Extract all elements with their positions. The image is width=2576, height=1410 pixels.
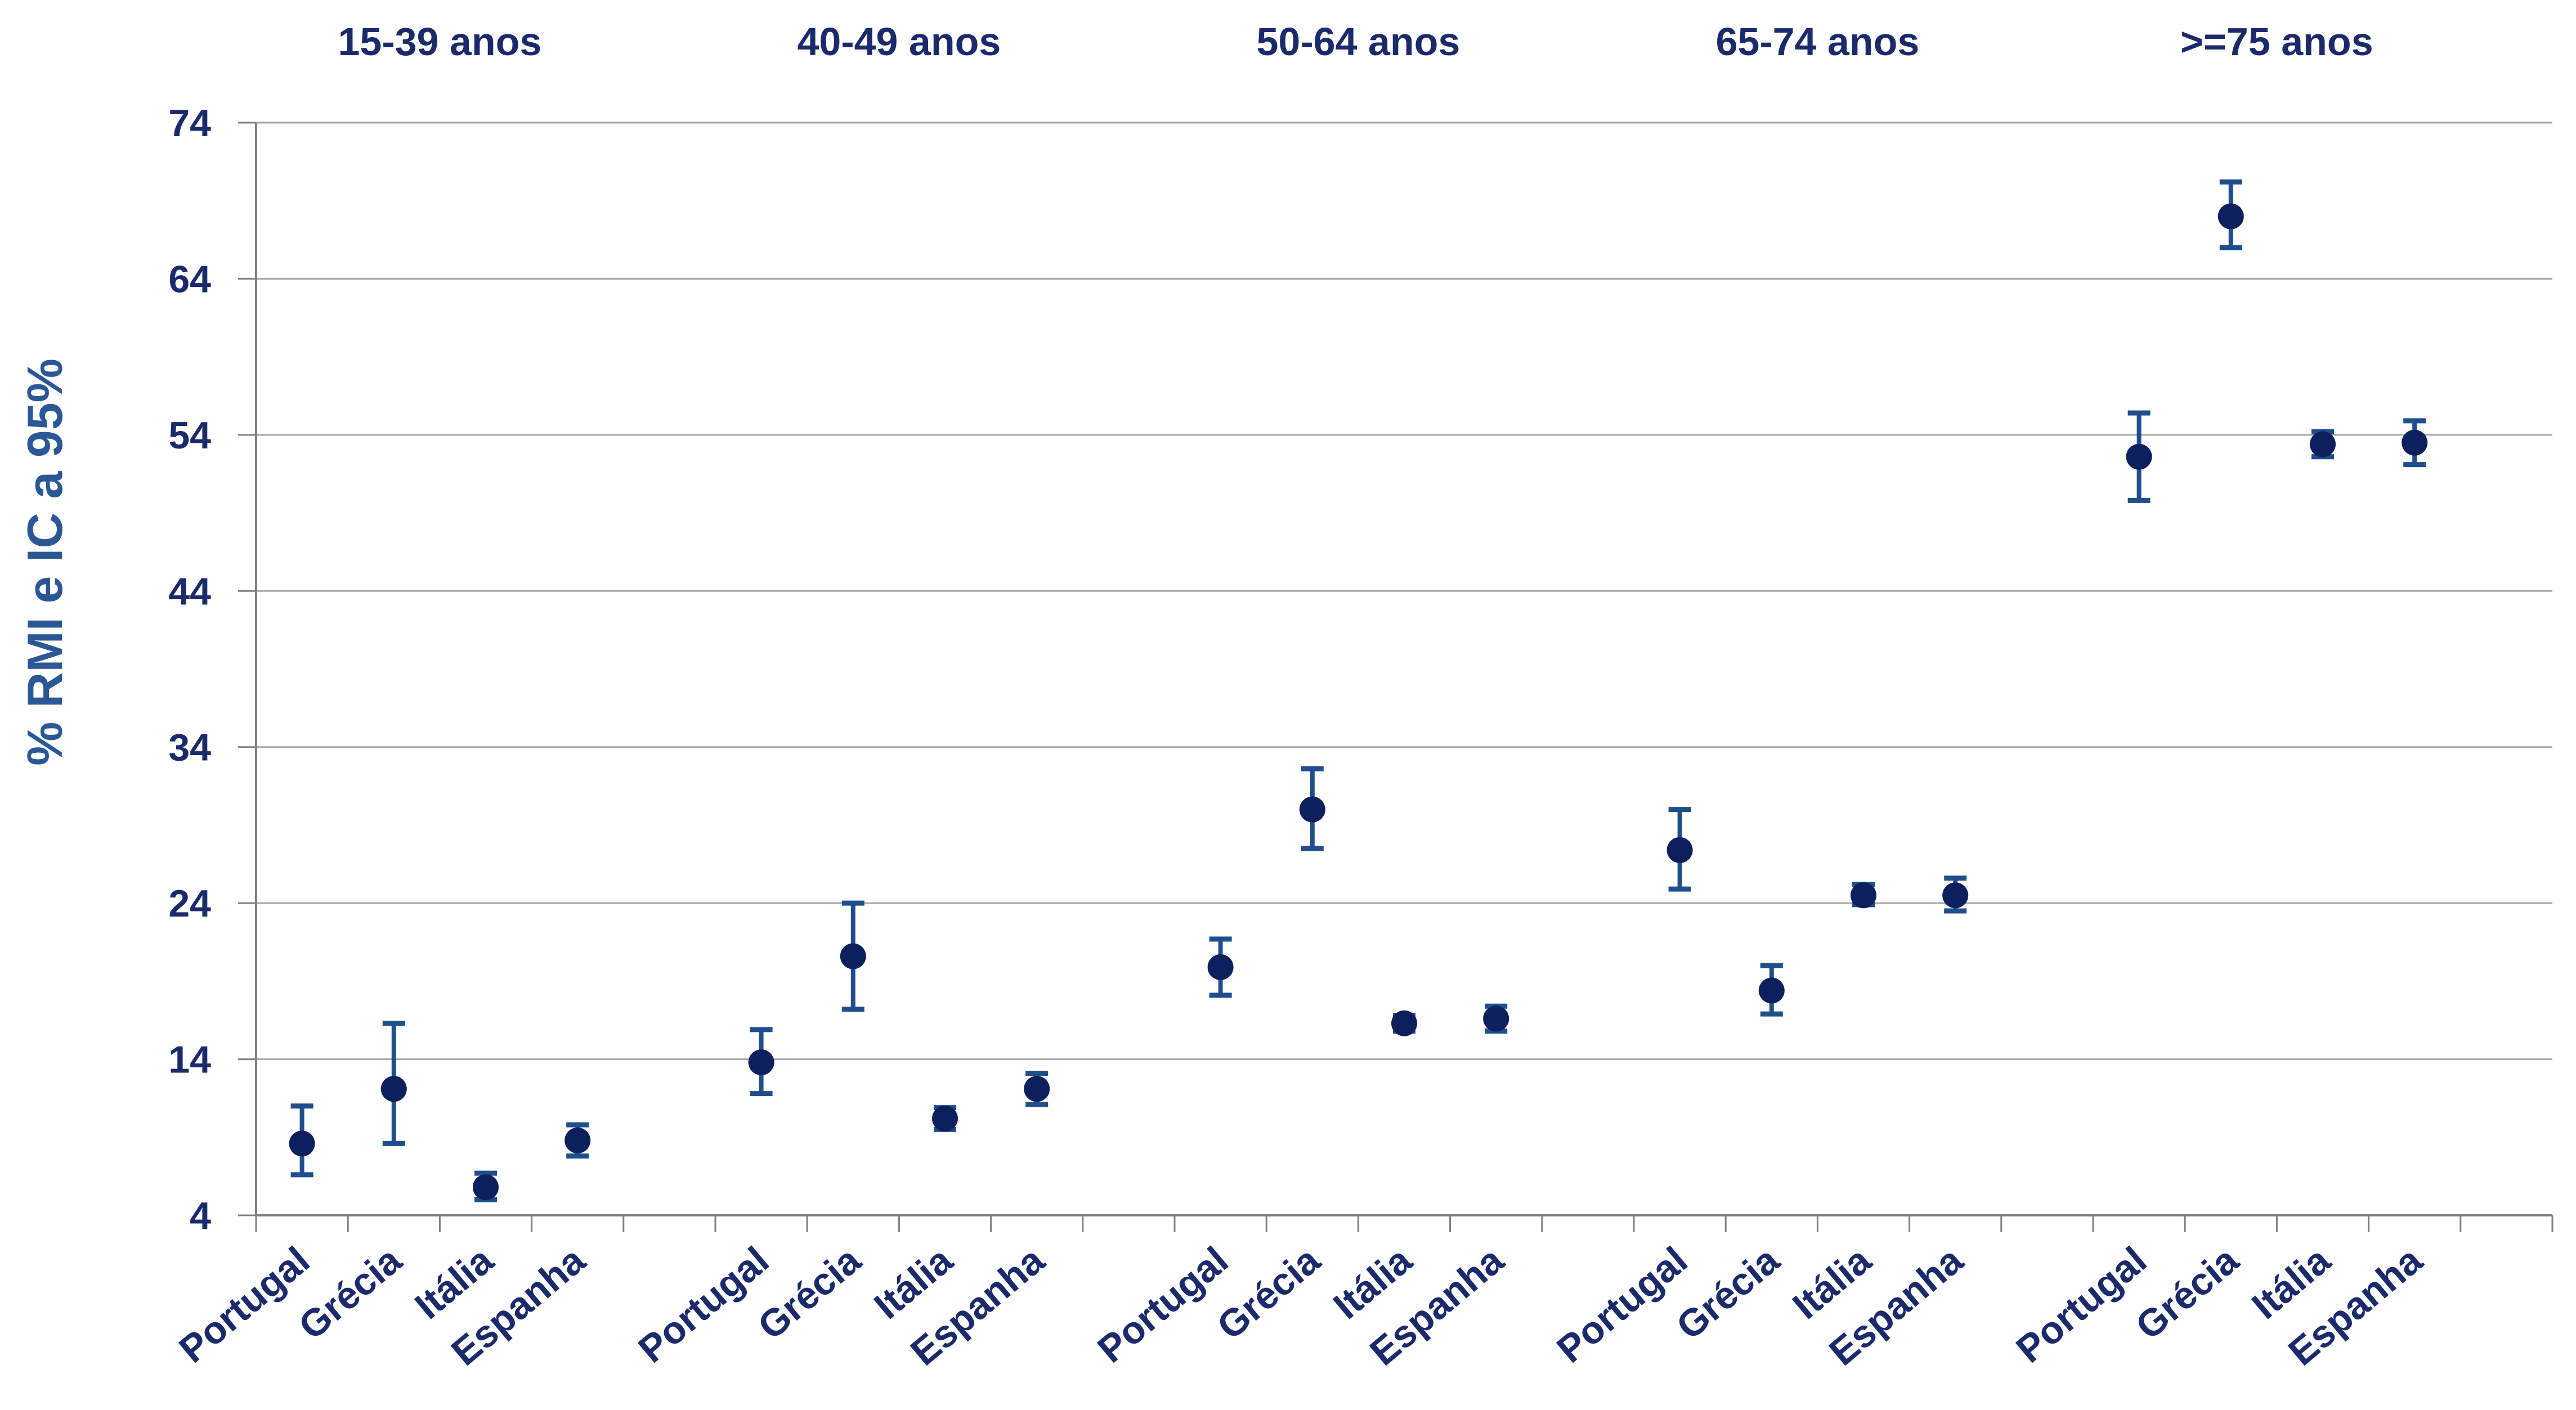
- x-tick-label: Portugal: [2008, 1238, 2154, 1371]
- y-tick-label: 14: [168, 1039, 211, 1081]
- y-tick-labels: 4 14 24 34 44 54 64 74: [168, 102, 211, 1237]
- data-point-group: [565, 1122, 591, 1159]
- data-point-group: [1942, 875, 1969, 914]
- data-point-group: [1483, 1003, 1509, 1034]
- data-point: [1851, 882, 1876, 909]
- data-point: [1299, 796, 1325, 823]
- data-point: [840, 943, 866, 969]
- y-axis-title: % RMI e IC a 95%: [17, 358, 73, 766]
- x-tick-label: Grécia: [1668, 1238, 1787, 1348]
- data-point: [473, 1174, 499, 1201]
- x-tick-label: Grécia: [290, 1238, 410, 1348]
- data-point-group: [932, 1105, 958, 1132]
- data-point: [1666, 837, 1693, 863]
- x-tick-label: Portugal: [1090, 1238, 1236, 1371]
- data-point: [1391, 1010, 1417, 1036]
- axes: [238, 122, 2553, 1232]
- data-point: [565, 1127, 591, 1153]
- data-point-group: [1024, 1071, 1050, 1107]
- data-point-group: [2126, 410, 2152, 503]
- x-tick-label: Grécia: [1209, 1238, 1328, 1348]
- data-point: [748, 1049, 774, 1076]
- data-point: [1483, 1005, 1509, 1032]
- data-point-group: [2217, 179, 2244, 250]
- data-point-group: [1758, 963, 1785, 1017]
- data-point-group: [380, 1021, 407, 1146]
- data-point: [289, 1130, 315, 1157]
- data-series: [289, 179, 2428, 1202]
- data-point-group: [840, 900, 866, 1012]
- y-tick-label: 74: [168, 102, 211, 145]
- y-tick-label: 24: [168, 882, 211, 925]
- x-tick-label: Grécia: [2127, 1238, 2247, 1348]
- data-point: [2217, 203, 2244, 230]
- data-point: [1024, 1076, 1050, 1102]
- data-point: [1207, 954, 1234, 980]
- x-tick-label: Grécia: [750, 1238, 869, 1348]
- group-label: 15-39 anos: [338, 20, 541, 64]
- gridlines: [256, 122, 2552, 1061]
- data-point-group: [1851, 882, 1876, 909]
- group-label: >=75 anos: [2180, 20, 2373, 64]
- group-label: 40-49 anos: [797, 20, 1001, 64]
- y-tick-label: 34: [168, 726, 211, 769]
- data-point-group: [1207, 936, 1234, 998]
- group-label: 50-64 anos: [1256, 20, 1460, 64]
- data-point: [1942, 882, 1969, 909]
- group-label: 65-74 anos: [1715, 20, 1919, 64]
- group-labels: 15-39 anos 40-49 anos 50-64 anos 65-74 anos…: [338, 20, 2373, 64]
- y-tick-label: 54: [168, 414, 211, 457]
- data-point-group: [1391, 1010, 1417, 1036]
- x-tick-label: Portugal: [630, 1238, 777, 1371]
- data-point-group: [1299, 766, 1325, 851]
- data-point: [2126, 443, 2152, 470]
- data-point: [2402, 429, 2428, 456]
- y-tick-label: 4: [190, 1195, 211, 1237]
- data-point-group: [473, 1170, 499, 1202]
- x-tick-label: Portugal: [171, 1238, 317, 1371]
- data-point: [2310, 431, 2336, 457]
- x-tick-label: Portugal: [1549, 1238, 1695, 1371]
- data-point-group: [748, 1027, 774, 1097]
- y-tick-label: 64: [168, 258, 211, 300]
- data-point: [932, 1105, 958, 1131]
- data-point-group: [1666, 807, 1693, 892]
- data-point: [1758, 977, 1785, 1004]
- y-tick-label: 44: [168, 570, 211, 613]
- data-point-group: [289, 1103, 315, 1178]
- data-point: [380, 1076, 407, 1102]
- data-point-group: [2402, 418, 2428, 468]
- data-point-group: [2310, 429, 2336, 460]
